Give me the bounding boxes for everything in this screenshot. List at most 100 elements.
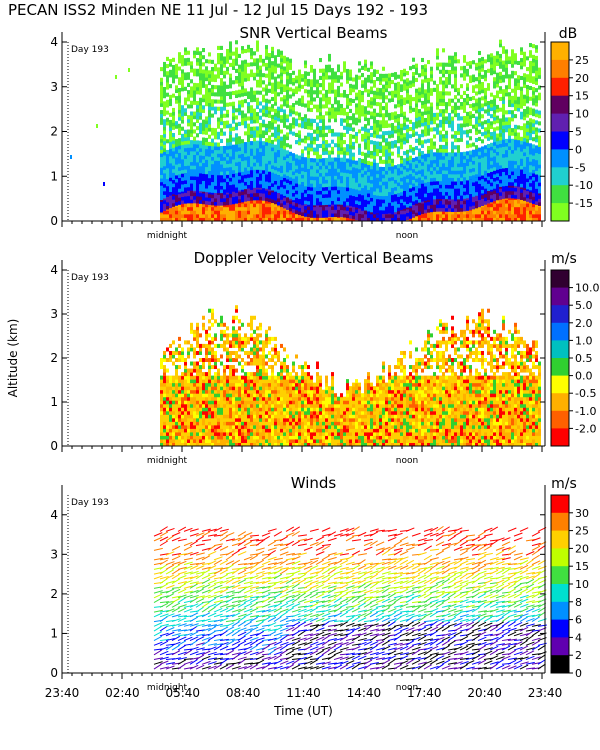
snr-cell: [256, 72, 259, 77]
snr-cell: [445, 217, 448, 222]
snr-cell: [181, 151, 184, 156]
snr-cell: [514, 194, 517, 199]
snr-cell: [478, 210, 481, 215]
snr-cell: [397, 182, 400, 187]
snr-cell: [499, 195, 502, 200]
snr-cell: [196, 126, 199, 131]
snr-cell: [484, 217, 487, 222]
snr-cell: [397, 217, 400, 222]
snr-cell: [526, 56, 529, 61]
snr-cell: [343, 150, 346, 155]
snr-cell: [508, 117, 511, 122]
snr-cell: [535, 95, 538, 100]
snr-cell: [208, 193, 211, 198]
snr-cell: [325, 165, 328, 170]
snr-cell: [202, 206, 205, 211]
snr-cell: [223, 185, 226, 190]
snr-cell: [499, 75, 502, 80]
snr-cell: [499, 147, 502, 152]
snr-cell: [475, 184, 478, 189]
snr-cell: [280, 147, 283, 152]
snr-cell: [229, 134, 232, 139]
snr-cell: [439, 137, 442, 142]
snr-cell: [256, 165, 259, 170]
snr-cell: [283, 87, 286, 93]
snr-cell: [448, 152, 451, 157]
snr-cell: [166, 85, 169, 90]
snr-cell: [292, 185, 295, 190]
snr-cell: [526, 197, 529, 202]
snr-cell: [496, 137, 499, 142]
snr-cell: [304, 117, 307, 122]
snr-cell: [184, 97, 187, 102]
snr-cell: [220, 174, 223, 179]
snr-cell: [322, 158, 325, 163]
snr-cell: [229, 77, 232, 82]
snr-cell: [523, 144, 526, 149]
snr-cell: [535, 159, 538, 164]
snr-cell: [361, 210, 364, 215]
snr-cell: [241, 85, 244, 90]
snr-cell: [217, 121, 220, 126]
snr-cell: [268, 121, 271, 126]
snr-cell: [403, 118, 406, 123]
snr-cell: [184, 86, 187, 91]
snr-cell: [502, 92, 505, 97]
snr-cell: [304, 135, 307, 140]
snr-cell: [220, 88, 223, 93]
snr-cell: [526, 181, 529, 186]
snr-cell: [424, 168, 427, 173]
snr-cell: [196, 72, 199, 77]
snr-cell: [274, 151, 277, 156]
snr-cell: [472, 149, 475, 154]
snr-cell: [340, 189, 343, 194]
snr-cell: [529, 186, 532, 191]
snr-cell: [493, 98, 496, 103]
snr-cell: [448, 102, 451, 107]
snr-cell: [289, 126, 292, 131]
snr-cell: [442, 187, 445, 192]
snr-cell: [343, 200, 346, 206]
snr-cell: [247, 116, 250, 121]
snr-cell: [367, 160, 370, 165]
snr-cell: [454, 181, 457, 186]
snr-cell: [178, 181, 181, 186]
snr-cell: [271, 96, 274, 102]
snr-cell: [367, 99, 370, 105]
snr-cell: [400, 127, 403, 132]
snr-cell: [532, 217, 535, 222]
snr-cell: [163, 158, 166, 163]
snr-cell: [235, 154, 238, 159]
snr-cell: [280, 217, 283, 222]
snr-cell: [175, 198, 178, 203]
snr-cell: [427, 160, 430, 165]
snr-cell: [169, 196, 172, 201]
snr-cell: [274, 116, 277, 121]
velocity-cell: [163, 435, 166, 440]
snr-cell: [529, 136, 532, 141]
snr-cell: [208, 217, 211, 222]
snr-cell: [199, 79, 202, 84]
snr-cell: [181, 80, 184, 85]
snr-cell: [250, 126, 253, 131]
snr-cell: [535, 170, 538, 175]
snr-cell: [337, 186, 340, 191]
snr-cell: [463, 108, 466, 113]
snr-cell: [385, 138, 388, 143]
snr-cell: [469, 111, 472, 116]
snr-cell: [313, 179, 316, 184]
snr-cell: [325, 104, 328, 109]
snr-cell: [214, 85, 217, 90]
snr-cell: [421, 118, 424, 123]
snr-cell: [484, 173, 487, 178]
snr-cell: [466, 144, 469, 149]
snr-cell: [280, 65, 283, 70]
snr-cell: [526, 67, 529, 72]
snr-cell: [208, 77, 211, 82]
snr-cell: [241, 167, 244, 172]
snr-cell: [379, 195, 382, 200]
snr-cell: [316, 104, 319, 109]
snr-cell: [316, 190, 319, 195]
snr-cell: [373, 151, 376, 156]
snr-cell: [511, 138, 514, 143]
